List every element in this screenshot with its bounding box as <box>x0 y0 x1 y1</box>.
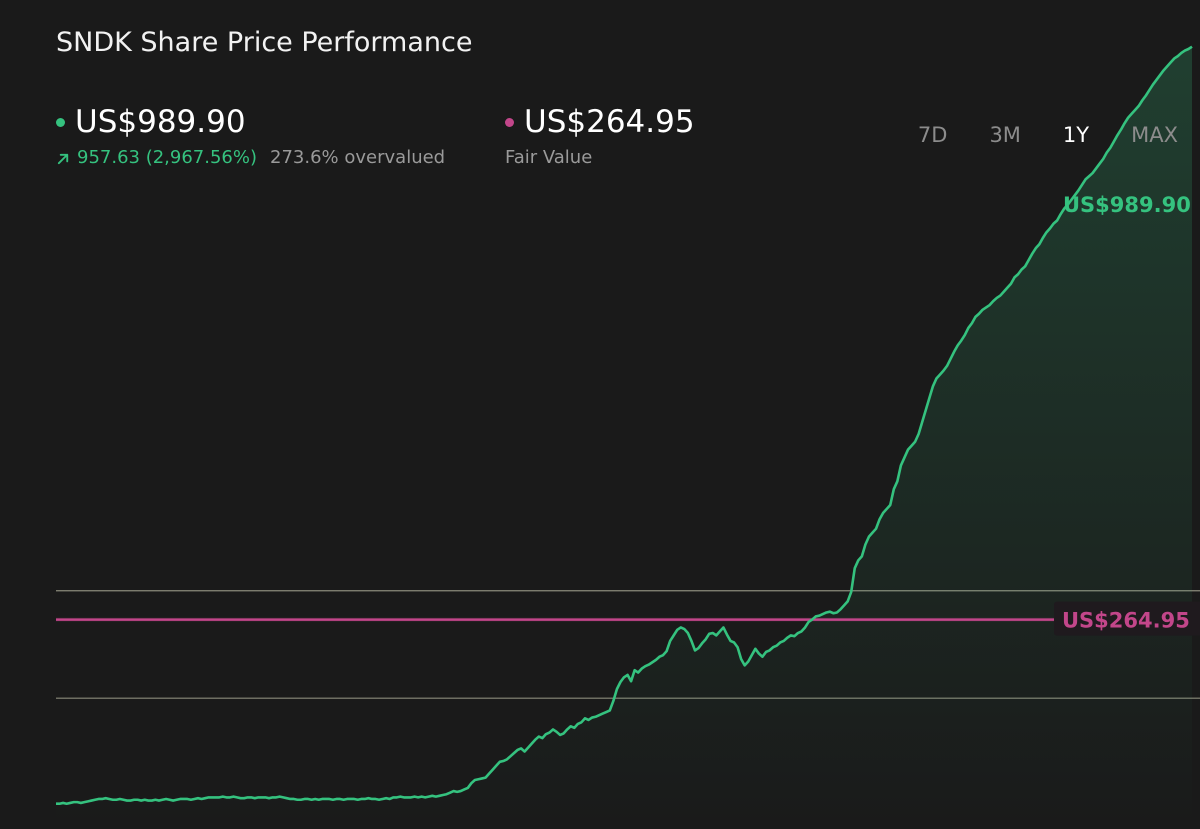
fair-value-row: US$264.95 <box>505 101 695 143</box>
price-change-text: 957.63 (2,967.56%) <box>77 147 258 168</box>
current-price-block: US$989.90 957.63 (2,967.56%) 273.6% over… <box>56 101 445 171</box>
price-line-layer <box>56 45 1193 806</box>
time-range-tabs: 7D 3M 1Y MAX <box>897 121 1178 149</box>
valuation-text: 273.6% overvalued <box>270 147 446 168</box>
fair-value-layer: US$264.95 <box>56 601 1200 636</box>
last-price-chart-label: US$989.90 <box>1063 193 1191 217</box>
fair-value-chart-label: US$264.95 <box>1062 609 1190 633</box>
price-area-fill <box>56 46 1192 829</box>
tab-7d[interactable]: 7D <box>917 123 948 147</box>
tab-3m[interactable]: 3M <box>989 123 1021 147</box>
current-price-value: US$989.90 <box>75 104 246 140</box>
fair-value-dot-icon <box>505 117 514 127</box>
price-labels: US$989.90 <box>1063 193 1191 217</box>
current-price-row: US$989.90 <box>56 101 445 143</box>
price-area <box>56 46 1192 829</box>
fair-value-amount: US$264.95 <box>524 104 695 140</box>
fair-value-label-bg <box>1054 601 1200 636</box>
page-title: SNDK Share Price Performance <box>56 27 473 58</box>
current-price-dot-icon <box>56 117 65 127</box>
tab-max[interactable]: MAX <box>1131 123 1178 147</box>
fair-value-label: Fair Value <box>505 147 593 168</box>
price-line <box>56 45 1193 806</box>
tab-1y[interactable]: 1Y <box>1062 123 1090 147</box>
fair-value-details: Fair Value <box>505 145 695 171</box>
arrow-up-right-icon <box>57 153 69 164</box>
fair-value-block: US$264.95 Fair Value <box>505 101 695 171</box>
current-price-details: 957.63 (2,967.56%) 273.6% overvalued <box>56 145 445 171</box>
price-change: 957.63 (2,967.56%) <box>56 145 257 171</box>
